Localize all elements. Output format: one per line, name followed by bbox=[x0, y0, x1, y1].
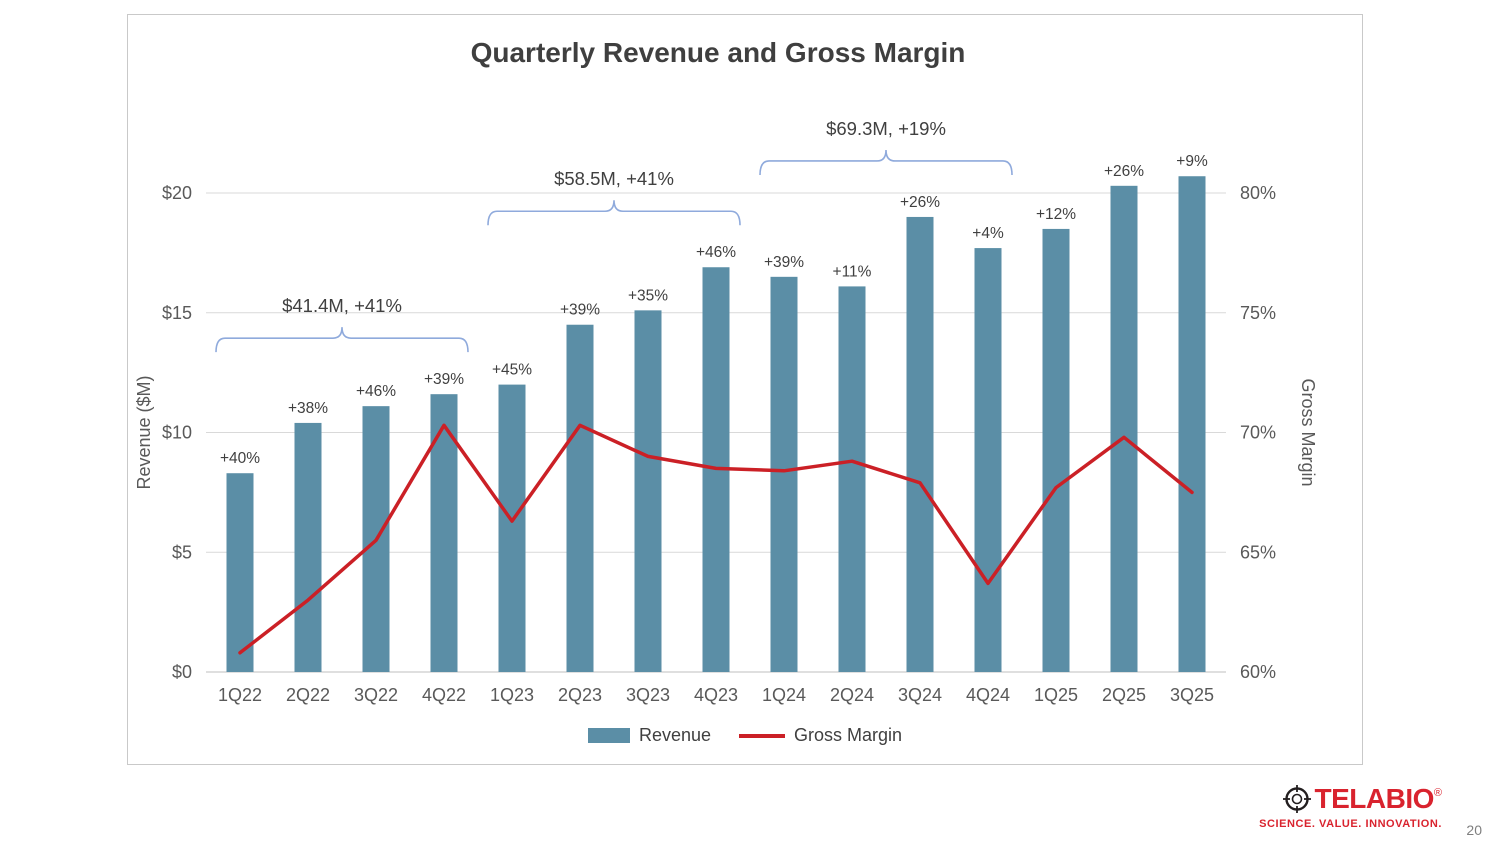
growth-label-3Q22: +46% bbox=[356, 383, 396, 400]
growth-label-4Q24: +4% bbox=[972, 225, 1004, 242]
left-tick-$15: $15 bbox=[162, 303, 192, 323]
revenue-bar-1Q22 bbox=[226, 473, 254, 672]
right-tick-60%: 60% bbox=[1240, 662, 1276, 682]
category-label-3Q25: 3Q25 bbox=[1170, 685, 1214, 705]
revenue-bar-3Q23 bbox=[634, 310, 662, 672]
growth-label-2Q22: +38% bbox=[288, 400, 328, 417]
revenue-bar-1Q25 bbox=[1042, 228, 1070, 673]
annotation-brace-0 bbox=[215, 327, 469, 353]
revenue-bar-4Q24 bbox=[974, 248, 1002, 672]
growth-label-1Q24: +39% bbox=[764, 254, 804, 271]
left-tick-$10: $10 bbox=[162, 423, 192, 443]
revenue-bar-2Q25 bbox=[1110, 185, 1138, 672]
category-label-1Q24: 1Q24 bbox=[762, 685, 806, 705]
annotation-label-0: $41.4M, +41% bbox=[282, 295, 402, 316]
growth-label-1Q23: +45% bbox=[492, 362, 532, 379]
annotation-label-1: $58.5M, +41% bbox=[554, 168, 674, 189]
category-label-2Q25: 2Q25 bbox=[1102, 685, 1146, 705]
right-tick-75%: 75% bbox=[1240, 303, 1276, 323]
legend-label-gross-margin: Gross Margin bbox=[794, 725, 903, 745]
growth-label-2Q23: +39% bbox=[560, 302, 600, 319]
gross-margin-line bbox=[238, 423, 1194, 655]
category-label-4Q23: 4Q23 bbox=[694, 685, 738, 705]
revenue-bar-3Q24 bbox=[906, 216, 934, 672]
annotation-label-2: $69.3M, +19% bbox=[826, 118, 946, 139]
chart-plot: $0 $5 $10 $15 $20 60% 65% 70% 75% 80% +40% 1Q22 +38%… bbox=[134, 118, 1318, 705]
chart-container: Quarterly Revenue and Gross Margin $0 $5 $… bbox=[127, 14, 1363, 765]
registered-mark: ® bbox=[1433, 787, 1442, 799]
revenue-swatch-icon bbox=[587, 728, 630, 743]
page-number: 20 bbox=[1466, 822, 1482, 838]
legend-label-revenue: Revenue bbox=[638, 725, 712, 745]
revenue-bar-2Q23 bbox=[566, 324, 594, 672]
growth-label-1Q25: +12% bbox=[1036, 206, 1076, 223]
category-label-3Q23: 3Q23 bbox=[626, 685, 670, 705]
growth-label-3Q23: +35% bbox=[628, 287, 668, 304]
left-axis-title: Revenue ($M) bbox=[134, 375, 154, 489]
left-tick-$0: $0 bbox=[172, 662, 192, 682]
logo-bio-text: BIO bbox=[1385, 783, 1435, 814]
growth-label-4Q23: +46% bbox=[696, 244, 736, 261]
category-label-4Q24: 4Q24 bbox=[966, 685, 1010, 705]
legend-item-revenue: Revenue bbox=[587, 725, 712, 746]
growth-label-3Q25: +9% bbox=[1176, 153, 1208, 170]
category-label-2Q23: 2Q23 bbox=[558, 685, 602, 705]
tela-bio-wordmark: TELA BIO ® bbox=[1315, 783, 1443, 815]
growth-label-2Q25: +26% bbox=[1104, 163, 1144, 180]
right-tick-65%: 65% bbox=[1240, 542, 1276, 562]
gross-margin-swatch-icon bbox=[739, 733, 786, 738]
category-label-2Q22: 2Q22 bbox=[286, 685, 330, 705]
legend-item-gross-margin: Gross Margin bbox=[739, 725, 902, 746]
category-label-1Q22: 1Q22 bbox=[218, 685, 262, 705]
growth-label-1Q22: +40% bbox=[220, 450, 260, 467]
left-tick-$20: $20 bbox=[162, 183, 192, 203]
category-label-1Q25: 1Q25 bbox=[1034, 685, 1078, 705]
annotation-brace-2 bbox=[759, 149, 1013, 175]
annotation-brace-1 bbox=[487, 200, 741, 226]
chart-title: Quarterly Revenue and Gross Margin bbox=[470, 37, 966, 68]
category-label-3Q24: 3Q24 bbox=[898, 685, 942, 705]
category-label-1Q23: 1Q23 bbox=[490, 685, 534, 705]
target-crosshair-icon bbox=[1282, 785, 1311, 813]
logo-tela-text: TELA bbox=[1314, 783, 1387, 814]
right-tick-80%: 80% bbox=[1240, 183, 1276, 203]
category-label-4Q22: 4Q22 bbox=[422, 685, 466, 705]
revenue-bar-1Q23 bbox=[498, 384, 526, 672]
growth-label-4Q22: +39% bbox=[424, 371, 464, 388]
tela-bio-logo: TELA BIO ® SCIENCE. VALUE. INNOVATION. bbox=[1259, 783, 1442, 830]
growth-label-3Q24: +26% bbox=[900, 194, 940, 211]
right-axis-title: Gross Margin bbox=[1298, 378, 1318, 486]
growth-label-2Q24: +11% bbox=[833, 263, 872, 280]
category-label-2Q24: 2Q24 bbox=[830, 685, 874, 705]
logo-tagline: SCIENCE. VALUE. INNOVATION. bbox=[1259, 818, 1442, 830]
revenue-bar-2Q24 bbox=[838, 286, 866, 672]
chart-legend: Revenue Gross Margin bbox=[128, 725, 1362, 746]
right-tick-70%: 70% bbox=[1240, 423, 1276, 443]
revenue-bar-1Q24 bbox=[770, 276, 798, 672]
category-label-3Q22: 3Q22 bbox=[354, 685, 398, 705]
tela-bio-logo-row: TELA BIO ® bbox=[1259, 783, 1442, 815]
revenue-bar-3Q25 bbox=[1178, 176, 1206, 673]
left-tick-$5: $5 bbox=[172, 542, 192, 562]
revenue-bar-2Q22 bbox=[294, 422, 322, 672]
